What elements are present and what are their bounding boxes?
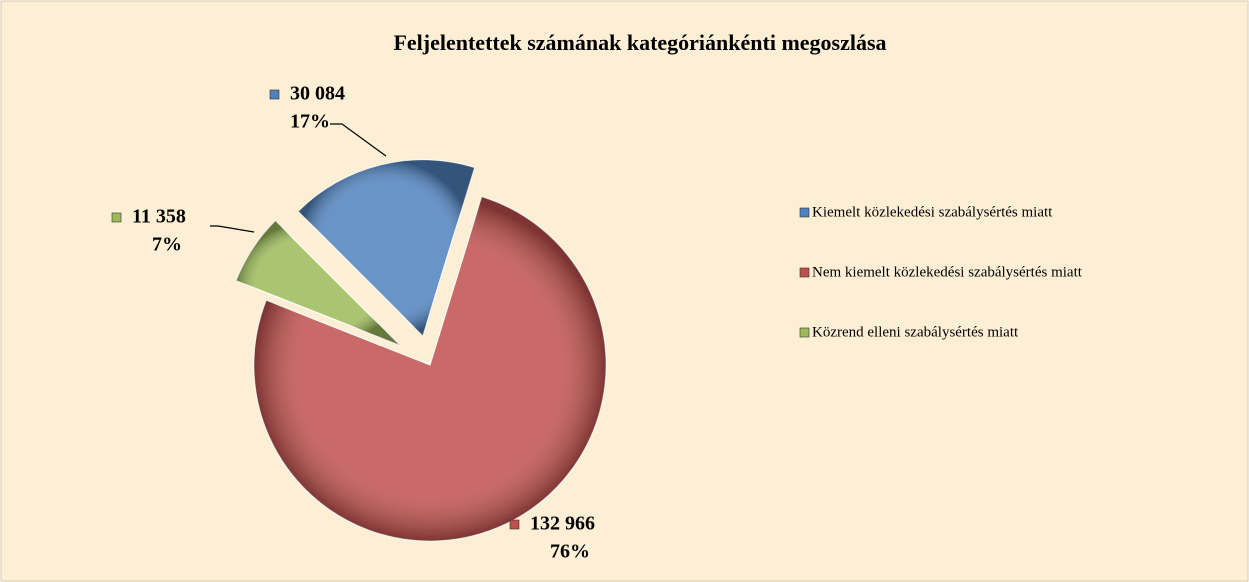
leader-line — [330, 123, 387, 157]
percent-label: 76% — [550, 541, 590, 563]
value-label: 132 966 — [530, 513, 595, 535]
legend-swatch — [799, 267, 810, 278]
value-label: 11 358 — [132, 206, 186, 228]
label-key — [269, 89, 280, 100]
percent-label: 17% — [290, 111, 330, 133]
legend-label: Közrend elleni szabálysértés miatt — [812, 324, 1019, 340]
value-label: 30 084 — [290, 83, 345, 105]
chart-title: Feljelentettek számának kategóriánkénti … — [393, 30, 886, 55]
legend-swatch — [799, 327, 810, 338]
legend-label: Kiemelt közlekedési szabálysértés miatt — [812, 204, 1053, 220]
legend-label: Nem kiemelt közlekedési szabálysértés mi… — [812, 264, 1083, 280]
label-key — [509, 519, 520, 530]
percent-label: 7% — [152, 234, 182, 256]
label-key — [111, 212, 122, 223]
legend-swatch — [799, 207, 810, 218]
